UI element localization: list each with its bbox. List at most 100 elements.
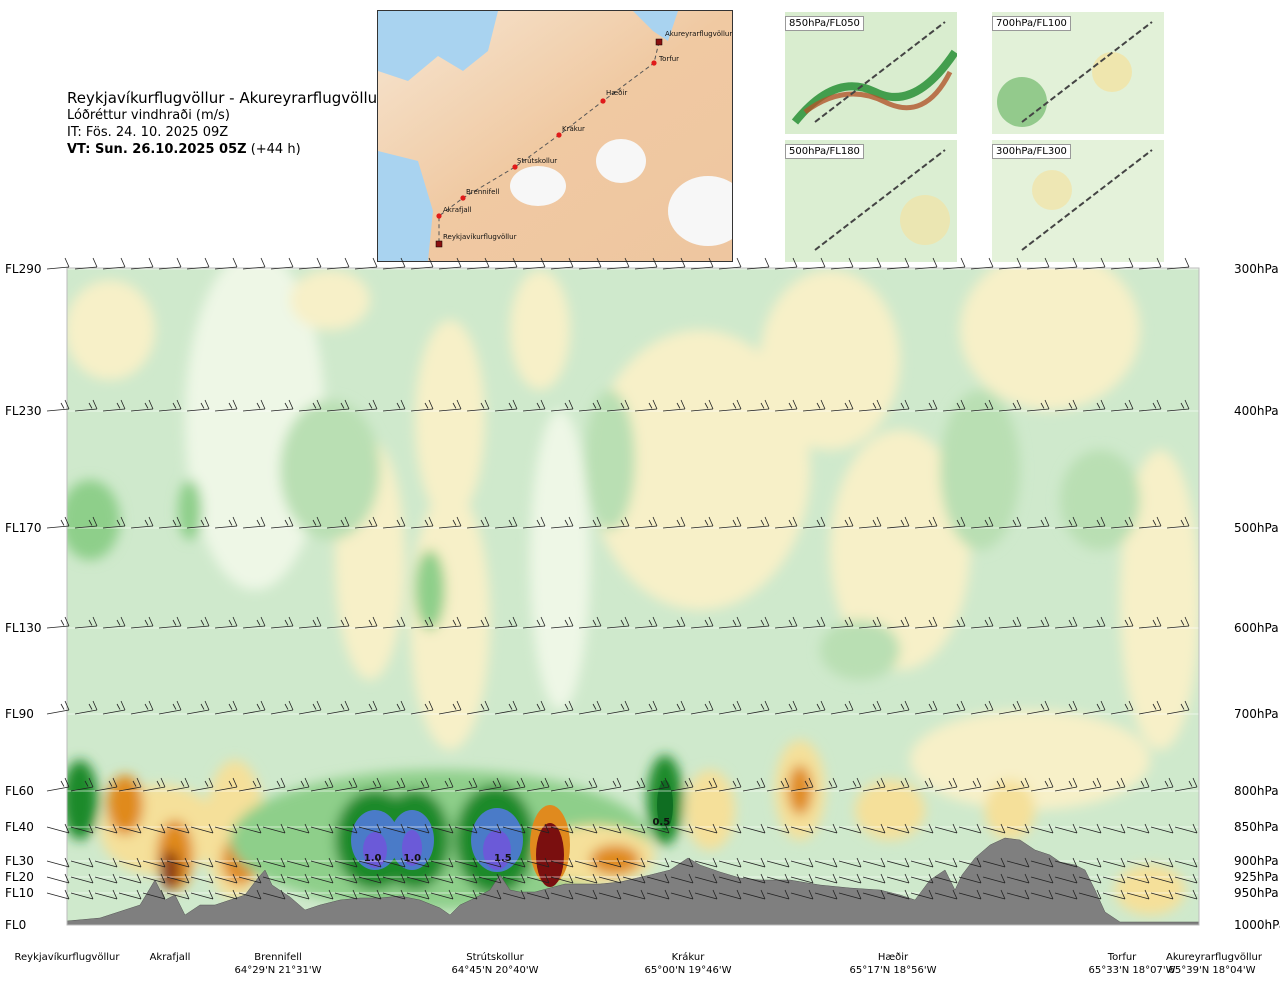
wind-barb [1006, 823, 1030, 834]
barb-feather [904, 857, 910, 868]
barb-feather [856, 857, 862, 868]
wind-barb [1054, 399, 1078, 412]
barb-feather [808, 873, 814, 884]
wind-barb [354, 399, 378, 412]
barb-feather [736, 823, 742, 834]
barb-shaft [862, 860, 886, 868]
barb-shaft [746, 525, 770, 529]
barb-shaft [478, 860, 502, 868]
barb-feather [280, 823, 286, 834]
barb-feather [1096, 619, 1101, 626]
station-name: Akrafjall [150, 952, 191, 963]
barb-shaft [94, 826, 118, 834]
wind-barb [862, 873, 886, 884]
barb-feather [508, 402, 513, 409]
barb-feather [64, 857, 70, 868]
barb-feather [1024, 857, 1030, 868]
barb-shaft [1082, 266, 1106, 270]
wind-barb [958, 889, 982, 900]
wind-barb [718, 857, 742, 868]
barb-feather [420, 780, 425, 787]
wind-barb [526, 823, 550, 834]
barb-feather [820, 700, 826, 711]
wind-barb [242, 399, 266, 412]
barb-feather [904, 873, 910, 884]
wind-barb [670, 889, 694, 900]
wind-barb [326, 700, 350, 715]
wind-barb [1102, 857, 1126, 868]
barb-feather [256, 703, 261, 710]
barb-feather [144, 703, 149, 710]
barb-feather [340, 402, 345, 409]
wind-barb [662, 516, 686, 529]
barb-shaft [382, 892, 406, 900]
barb-feather [60, 619, 65, 626]
barb-feather [544, 889, 550, 900]
barb-feather [760, 823, 766, 834]
wind-barb [718, 516, 742, 529]
barb-feather [732, 780, 737, 787]
barb-feather [928, 889, 934, 900]
barb-feather [648, 519, 653, 526]
barb-shaft [1006, 786, 1030, 792]
barb-feather [536, 519, 541, 526]
wind-barb [742, 873, 766, 884]
updraft-core [657, 780, 673, 830]
barb-feather [688, 889, 694, 900]
station-coord: 65°00'N 19°46'W [645, 965, 732, 976]
barb-feather [1024, 823, 1030, 834]
barb-feather [760, 519, 765, 526]
barb-shaft [286, 860, 310, 868]
barb-feather [228, 619, 233, 626]
barb-shaft [718, 826, 742, 834]
barb-feather [208, 857, 214, 868]
barb-shaft [430, 786, 454, 792]
wind-barb [886, 399, 910, 412]
barb-feather [784, 873, 790, 884]
barb-shaft [718, 876, 742, 884]
barb-shaft [774, 525, 798, 529]
wind-barb [1126, 823, 1150, 834]
barb-feather [1072, 516, 1078, 527]
barb-feather [1168, 889, 1174, 900]
wind-barb [690, 516, 714, 529]
wind-barb [70, 889, 94, 900]
wind-barb [102, 616, 126, 629]
barb-feather [328, 857, 334, 868]
barb-feather [1184, 399, 1190, 410]
barb-shaft [690, 709, 714, 715]
barb-feather [704, 619, 709, 626]
wind-barb [578, 700, 602, 715]
barb-shaft [1006, 892, 1030, 900]
barb-feather [448, 777, 454, 788]
barb-shaft [694, 826, 718, 834]
wind-barb [310, 889, 334, 900]
wind-barb [142, 857, 166, 868]
barb-shaft [646, 876, 670, 884]
wind-barb [886, 616, 910, 629]
wind-barb [718, 700, 742, 715]
barb-feather [1024, 873, 1030, 884]
barb-shaft [238, 786, 262, 792]
barb-feather [880, 823, 886, 834]
barb-shaft [718, 408, 742, 412]
station-coord: 65°39'N 18°04'W [1169, 965, 1256, 976]
barb-shaft [970, 266, 994, 270]
barb-shaft [622, 876, 646, 884]
field-background [67, 268, 1199, 925]
barb-feather [1120, 873, 1126, 884]
barb-feather [1068, 519, 1073, 526]
barb-feather [900, 619, 905, 626]
barb-feather [820, 516, 826, 527]
barb-shaft [46, 892, 70, 900]
barb-feather [588, 780, 593, 787]
wind-barb [982, 873, 1006, 884]
wind-barb [790, 777, 814, 792]
barb-feather [512, 516, 518, 527]
wind-barb [166, 777, 190, 792]
wind-barb [690, 616, 714, 629]
barb-feather [792, 700, 798, 711]
barb-feather [372, 780, 377, 787]
wind-barb [1166, 257, 1190, 270]
barb-shaft [1054, 892, 1078, 900]
